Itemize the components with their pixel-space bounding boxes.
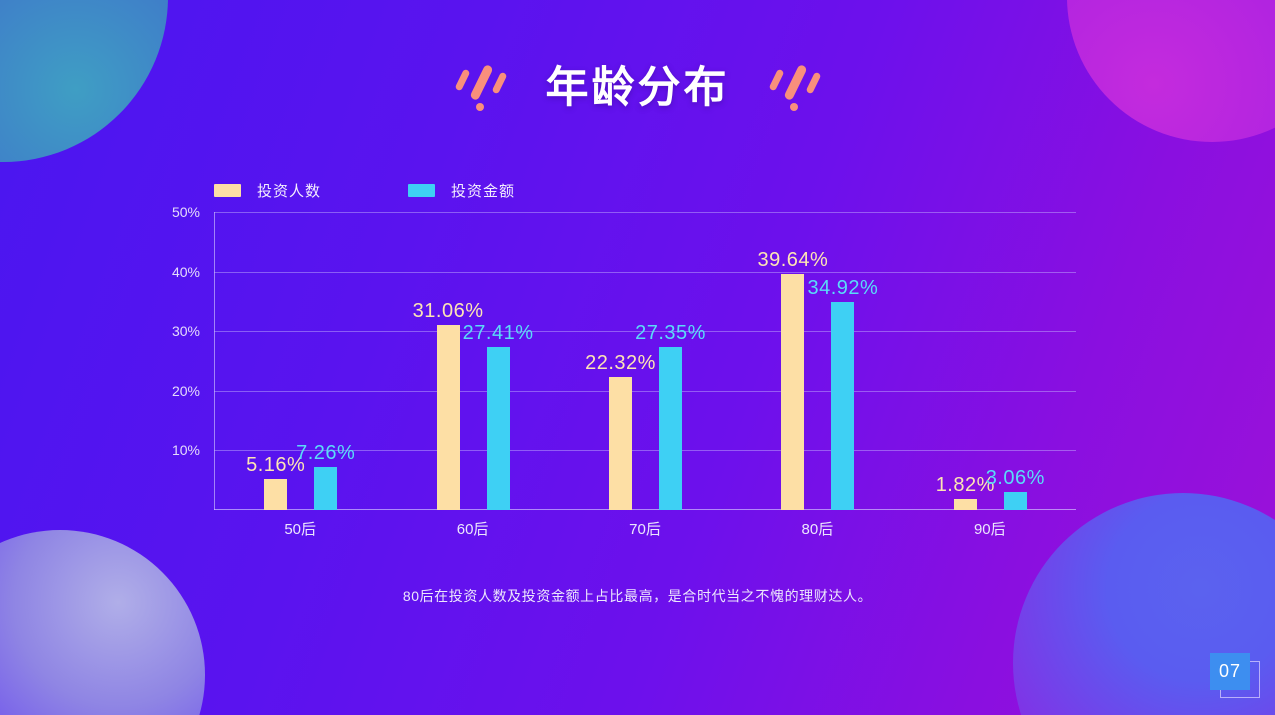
bar-value-label: 31.06% — [412, 299, 484, 322]
gridline — [214, 390, 1076, 392]
page-badge-fill: 07 — [1210, 653, 1250, 690]
x-axis-line — [214, 509, 1076, 510]
bar-amount[interactable]: 34.92% — [807, 277, 878, 510]
gridline — [214, 331, 1076, 333]
bar-value-label: 1.82% — [935, 474, 995, 497]
bar-chart: 10% 20% 30% 40% 50% 5.16% 7.26% 50后 31.06% 27.41… — [172, 204, 1076, 538]
bar-amount[interactable]: 7.26% — [296, 442, 355, 510]
bar-investors[interactable]: 1.82% — [936, 474, 994, 510]
bar-value-label: 27.35% — [635, 322, 706, 344]
y-axis-tick-label: 10% — [171, 442, 200, 459]
gridline — [214, 450, 1076, 452]
bar-amount[interactable]: 27.35% — [635, 322, 705, 510]
legend-item-amount[interactable]: 投资金额 — [408, 180, 515, 201]
y-axis-tick-label: 30% — [171, 323, 200, 340]
x-axis-category-label: 50后 — [284, 521, 317, 538]
y-axis-tick-label: 40% — [171, 263, 200, 280]
bar-group: 5.16% 7.26% 50后 — [246, 212, 355, 538]
legend-swatch-amount — [408, 184, 436, 197]
page-badge: 07 — [1210, 653, 1260, 698]
bar-investors[interactable]: 5.16% — [246, 454, 305, 510]
bar-investors[interactable]: 39.64% — [757, 249, 828, 510]
y-axis-tick-label: 20% — [171, 382, 200, 399]
bar-value-label: 22.32% — [585, 351, 656, 374]
x-axis-category-label: 70后 — [629, 521, 661, 538]
bar-amount[interactable]: 27.41% — [463, 322, 533, 510]
legend-item-investors[interactable]: 投资人数 — [214, 180, 321, 201]
bar-group: 22.32% 27.35% 70后 — [585, 212, 705, 538]
bar-value-label: 7.26% — [296, 441, 356, 464]
bar-value-label: 5.16% — [246, 454, 306, 477]
bar-value-label: 34.92% — [807, 276, 879, 299]
legend-label-investors: 投资人数 — [257, 183, 322, 200]
bar-investors[interactable]: 22.32% — [585, 352, 655, 510]
bar-group: 39.64% 34.92% 80后 — [757, 212, 878, 538]
slash-ornament-left-icon — [450, 62, 512, 114]
title-row: 年龄分布 — [0, 62, 1275, 114]
slide-caption: 80后在投资人数及投资金额上占比最高，是合时代当之不愧的理财达人。 — [402, 588, 873, 604]
legend-swatch-investors — [214, 184, 241, 197]
bar-value-label: 3.06% — [985, 466, 1045, 489]
bar-group: 1.82% 3.06% 90后 — [936, 212, 1045, 538]
bar-group: 31.06% 27.41% 60后 — [413, 212, 533, 538]
page-number: 07 — [1218, 661, 1242, 681]
x-axis-category-label: 60后 — [456, 521, 489, 538]
x-axis-category-label: 80后 — [801, 521, 834, 538]
slash-ornament-right-icon — [764, 62, 826, 114]
gridline — [214, 271, 1076, 273]
x-axis-category-label: 90后 — [973, 521, 1006, 538]
bar-value-label: 27.41% — [462, 321, 534, 344]
gridline — [214, 212, 1076, 213]
bar-amount[interactable]: 3.06% — [986, 467, 1044, 510]
y-axis-line — [214, 212, 215, 510]
legend-label-amount: 投资金额 — [451, 183, 516, 200]
decorative-circle-bottom-left — [0, 530, 205, 715]
bar-investors[interactable]: 31.06% — [413, 300, 483, 510]
y-axis-tick-label: 50% — [171, 204, 200, 220]
page-title: 年龄分布 — [545, 63, 730, 112]
bar-value-label: 39.64% — [757, 248, 829, 271]
chart-legend: 投资人数 投资金额 — [214, 180, 515, 201]
